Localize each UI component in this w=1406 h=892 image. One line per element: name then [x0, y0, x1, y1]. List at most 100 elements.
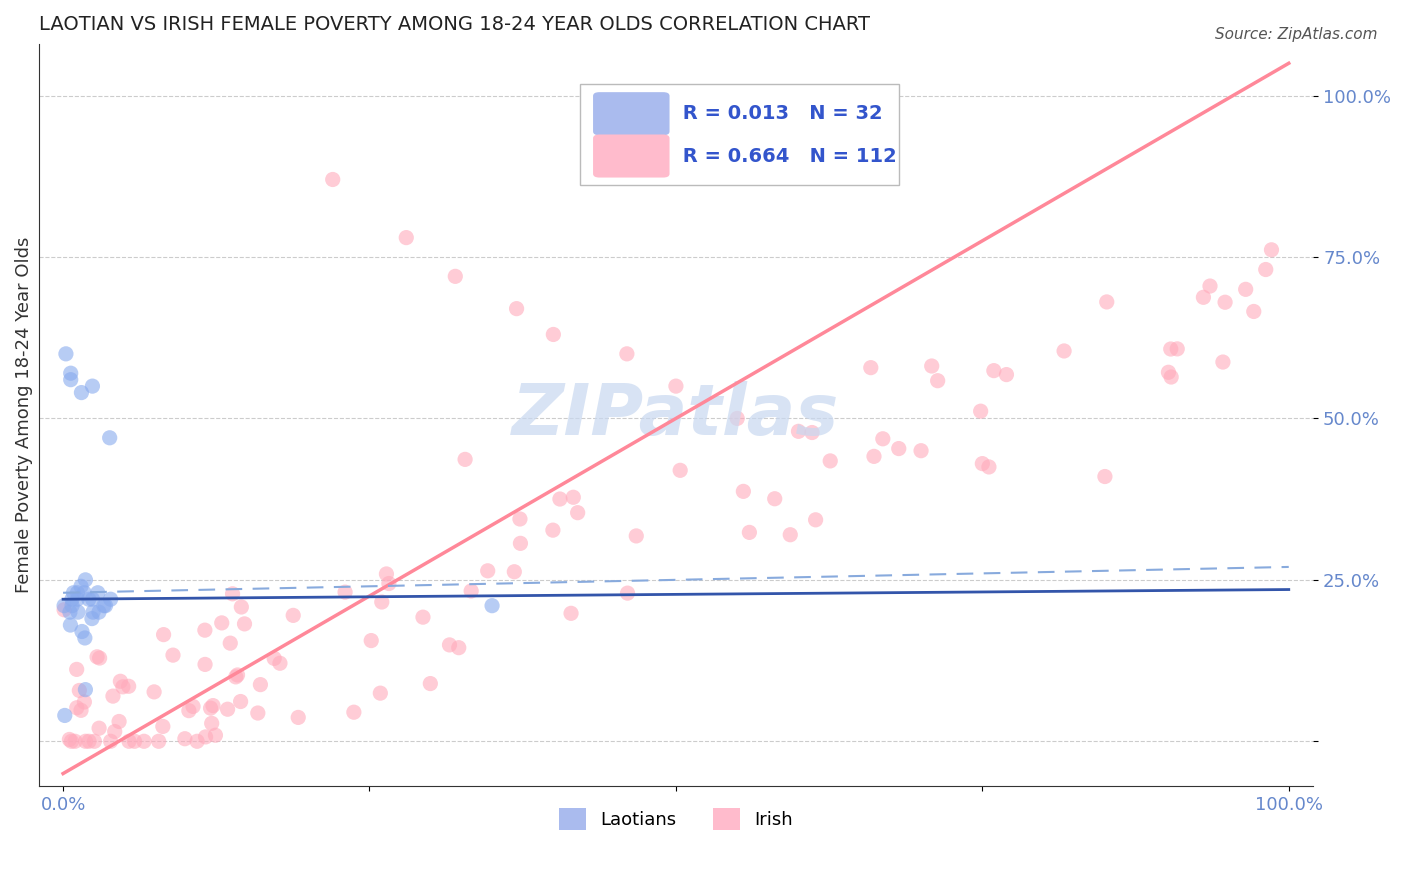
Point	[1213, 295, 1236, 310]
Point	[60, 599, 83, 613]
Text: R = 0.664   N = 112: R = 0.664 N = 112	[676, 146, 897, 166]
Text: Source: ZipAtlas.com: Source: ZipAtlas.com	[1215, 27, 1378, 42]
Point	[200, 701, 222, 715]
Point	[70, 385, 93, 400]
Point	[221, 587, 243, 601]
Point	[87, 605, 110, 619]
Point	[439, 638, 461, 652]
Text: R = 0.013   N = 32: R = 0.013 N = 32	[676, 104, 883, 123]
Point	[55, 347, 77, 361]
Point	[370, 686, 392, 700]
Point	[70, 624, 93, 639]
Point	[1192, 290, 1215, 304]
Point	[1234, 282, 1257, 296]
Point	[249, 678, 271, 692]
Point	[1254, 262, 1277, 277]
Point	[204, 728, 226, 742]
Point	[100, 734, 122, 748]
Text: ZIPatlas: ZIPatlas	[512, 381, 839, 450]
Point	[1199, 279, 1222, 293]
Point	[283, 608, 305, 623]
Point	[226, 668, 249, 682]
Point	[53, 708, 76, 723]
Point	[75, 734, 97, 748]
Point	[560, 607, 582, 621]
Point	[98, 431, 121, 445]
Point	[567, 506, 589, 520]
Point	[738, 525, 761, 540]
Point	[371, 595, 394, 609]
Point	[548, 491, 571, 506]
Point	[82, 379, 104, 393]
Point	[1053, 343, 1076, 358]
Point	[343, 705, 366, 719]
Point	[148, 734, 170, 748]
Point	[66, 662, 89, 676]
Point	[75, 682, 97, 697]
Point	[1212, 355, 1234, 369]
Point	[70, 579, 93, 593]
Point	[859, 360, 882, 375]
Point	[863, 450, 886, 464]
Point	[201, 716, 224, 731]
Point	[1243, 304, 1265, 318]
Point	[62, 586, 84, 600]
Point	[419, 676, 441, 690]
Point	[725, 411, 748, 425]
Point	[80, 611, 103, 625]
FancyBboxPatch shape	[581, 84, 898, 185]
Point	[194, 623, 217, 637]
FancyBboxPatch shape	[593, 92, 669, 136]
Point	[454, 452, 477, 467]
Point	[60, 592, 83, 607]
Point	[763, 491, 786, 506]
Point	[60, 734, 83, 748]
Point	[124, 734, 146, 748]
Point	[225, 670, 247, 684]
Point	[177, 704, 200, 718]
Point	[201, 698, 224, 713]
Point	[360, 633, 382, 648]
Point	[972, 457, 994, 471]
Point	[616, 347, 638, 361]
Point	[66, 586, 89, 600]
Point	[152, 627, 174, 641]
Point	[969, 404, 991, 418]
Point	[779, 527, 801, 541]
Point	[378, 576, 401, 591]
Point	[1160, 370, 1182, 384]
Point	[162, 648, 184, 662]
Point	[186, 734, 208, 748]
Point	[801, 425, 824, 440]
Y-axis label: Female Poverty Among 18-24 Year Olds: Female Poverty Among 18-24 Year Olds	[15, 237, 32, 593]
Point	[63, 734, 86, 748]
Point	[83, 734, 105, 748]
Point	[1094, 469, 1116, 483]
Point	[921, 359, 943, 373]
Point	[87, 721, 110, 735]
Point	[995, 368, 1018, 382]
Point	[194, 730, 217, 744]
Point	[82, 605, 104, 619]
Point	[217, 702, 239, 716]
Point	[173, 731, 195, 746]
Point	[143, 685, 166, 699]
Point	[787, 425, 810, 439]
Point	[59, 373, 82, 387]
Point	[460, 584, 482, 599]
Point	[73, 586, 96, 600]
Point	[505, 301, 527, 316]
Point	[263, 651, 285, 665]
Point	[211, 615, 233, 630]
Legend: Laotians, Irish: Laotians, Irish	[551, 800, 800, 837]
Point	[58, 732, 80, 747]
Point	[287, 710, 309, 724]
Point	[503, 565, 526, 579]
Point	[152, 719, 174, 733]
Point	[269, 657, 291, 671]
Text: LAOTIAN VS IRISH FEMALE POVERTY AMONG 18-24 YEAR OLDS CORRELATION CHART: LAOTIAN VS IRISH FEMALE POVERTY AMONG 18…	[38, 15, 869, 34]
FancyBboxPatch shape	[593, 135, 669, 178]
Point	[229, 694, 252, 708]
Point	[94, 599, 117, 613]
Point	[447, 640, 470, 655]
